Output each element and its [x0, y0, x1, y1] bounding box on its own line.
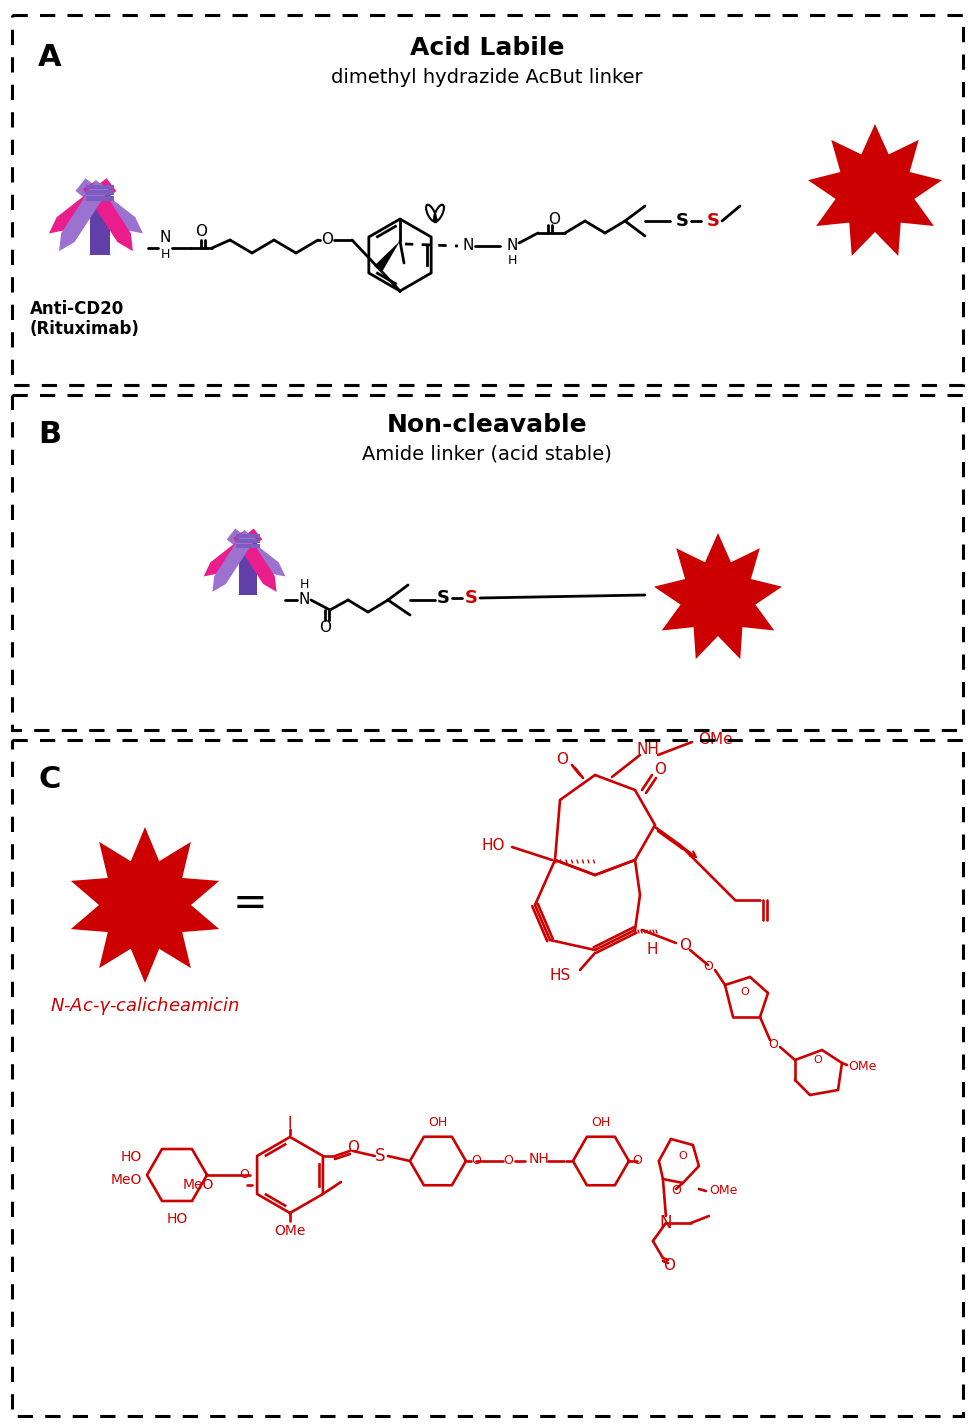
Text: MeO: MeO: [182, 1178, 214, 1192]
Text: O: O: [632, 1155, 642, 1168]
Text: OMe: OMe: [848, 1061, 877, 1074]
Polygon shape: [808, 124, 942, 255]
Bar: [236, 533, 260, 538]
Polygon shape: [83, 180, 133, 251]
Bar: [236, 539, 260, 543]
Text: (Rituximab): (Rituximab): [30, 319, 139, 338]
Bar: [12, 740, 963, 1416]
Text: O: O: [703, 961, 713, 974]
Text: N: N: [298, 592, 310, 607]
Text: O: O: [471, 1155, 481, 1168]
Bar: [90, 188, 110, 255]
Text: OH: OH: [428, 1117, 448, 1129]
Text: Non-cleavable: Non-cleavable: [387, 414, 587, 436]
Text: O: O: [813, 1055, 822, 1065]
Text: HS: HS: [549, 967, 570, 983]
Text: Anti-CD20: Anti-CD20: [30, 299, 124, 318]
Text: C: C: [38, 764, 60, 794]
Text: O: O: [503, 1155, 513, 1168]
Text: S: S: [374, 1147, 385, 1165]
Bar: [12, 395, 963, 730]
Text: O: O: [195, 224, 207, 238]
Text: O: O: [768, 1038, 778, 1051]
Text: NH: NH: [637, 743, 659, 757]
Text: OMe: OMe: [698, 733, 732, 747]
Polygon shape: [71, 827, 219, 983]
Text: N: N: [660, 1214, 672, 1232]
Text: Amide linker (acid stable): Amide linker (acid stable): [362, 445, 612, 463]
Text: HO: HO: [482, 837, 505, 853]
Text: N: N: [159, 231, 171, 245]
Polygon shape: [213, 530, 255, 592]
Text: O: O: [679, 1151, 687, 1161]
Bar: [86, 184, 114, 190]
Text: O: O: [319, 620, 331, 636]
Polygon shape: [233, 530, 277, 592]
Polygon shape: [227, 529, 286, 576]
Text: O: O: [548, 211, 560, 227]
Text: dimethyl hydrazide AcBut linker: dimethyl hydrazide AcBut linker: [332, 68, 643, 87]
Text: NH: NH: [528, 1152, 549, 1166]
Polygon shape: [59, 180, 109, 251]
Text: OMe: OMe: [274, 1224, 306, 1238]
Text: O: O: [654, 763, 666, 777]
Text: O: O: [663, 1259, 675, 1273]
Text: I: I: [288, 1115, 292, 1131]
Text: S: S: [707, 212, 720, 230]
Text: S: S: [676, 212, 688, 230]
Text: HO: HO: [121, 1149, 142, 1164]
Text: O: O: [741, 987, 750, 997]
Text: H: H: [299, 579, 309, 592]
Text: S: S: [464, 589, 478, 607]
Text: O: O: [347, 1141, 359, 1155]
Polygon shape: [204, 529, 262, 576]
Text: B: B: [38, 421, 61, 449]
Text: O: O: [556, 753, 568, 767]
Text: O: O: [239, 1168, 249, 1182]
Bar: [236, 543, 260, 548]
Text: H: H: [646, 943, 658, 957]
Text: OH: OH: [591, 1117, 610, 1129]
Text: HO: HO: [167, 1212, 187, 1226]
Text: O: O: [671, 1185, 681, 1198]
Polygon shape: [75, 178, 143, 234]
Polygon shape: [49, 178, 116, 234]
Polygon shape: [374, 241, 400, 272]
Text: =: =: [233, 883, 267, 924]
Text: N: N: [462, 238, 474, 254]
Text: N: N: [506, 238, 518, 254]
Text: Acid Labile: Acid Labile: [410, 36, 565, 60]
Text: S: S: [437, 589, 449, 607]
Text: O: O: [321, 232, 333, 248]
Bar: [86, 197, 114, 201]
Text: OMe: OMe: [709, 1185, 737, 1198]
Polygon shape: [654, 533, 782, 659]
Bar: [86, 190, 114, 195]
Bar: [12, 16, 963, 385]
Text: H: H: [507, 254, 517, 268]
Text: $N$-Ac-$\gamma$-calicheamicin: $N$-Ac-$\gamma$-calicheamicin: [50, 995, 240, 1017]
Bar: [239, 538, 257, 595]
Text: H: H: [160, 248, 170, 261]
Text: O: O: [679, 937, 691, 953]
Text: A: A: [38, 43, 61, 71]
Text: MeO: MeO: [110, 1174, 142, 1186]
